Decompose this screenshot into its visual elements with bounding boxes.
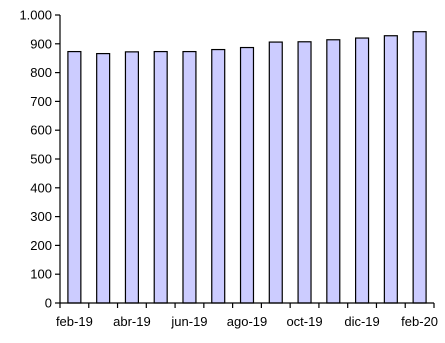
bar-nov-19	[326, 39, 341, 304]
y-tick-label: 100	[30, 267, 52, 282]
bar-oct-19	[297, 41, 312, 304]
bar-abr-19	[124, 51, 139, 304]
y-tick-label: 600	[30, 123, 52, 138]
bar-mar-19	[96, 52, 111, 304]
x-tick-label: oct-19	[286, 314, 322, 329]
bar-jul-19	[211, 48, 226, 304]
bar-jun-19	[182, 50, 197, 304]
y-tick-label: 0	[45, 296, 52, 311]
bars-layer	[67, 31, 427, 304]
bar-dic-19	[355, 37, 370, 304]
bar-may-19	[153, 50, 168, 304]
y-tick-label: 500	[30, 152, 52, 167]
labels-layer: 0 100 200 300 400 500 600 700 800 900 1.000 feb-19 a…	[19, 8, 438, 330]
x-tick-label: jun-19	[170, 314, 207, 329]
x-tick-label: ago-19	[227, 314, 267, 329]
x-tick-label: abr-19	[113, 314, 151, 329]
x-tick-label: feb-19	[56, 314, 93, 329]
x-tick-label: dic-19	[344, 314, 379, 329]
bar-ene-20	[383, 35, 398, 304]
y-tick-label: 800	[30, 65, 52, 80]
bar-feb-19	[67, 50, 82, 304]
y-tick-label: 400	[30, 180, 52, 195]
bar-ago-19	[239, 46, 255, 304]
bar-sep-19	[268, 41, 283, 304]
axes-layer	[55, 14, 435, 308]
y-tick-label: 300	[30, 209, 52, 224]
x-tick-label: feb-20	[401, 314, 438, 329]
y-tick-label: 200	[30, 238, 52, 253]
y-tick-label: 700	[30, 94, 52, 109]
y-tick-label: 1.000	[19, 8, 52, 23]
bar-feb-20	[412, 31, 427, 304]
y-tick-label: 900	[30, 36, 52, 51]
